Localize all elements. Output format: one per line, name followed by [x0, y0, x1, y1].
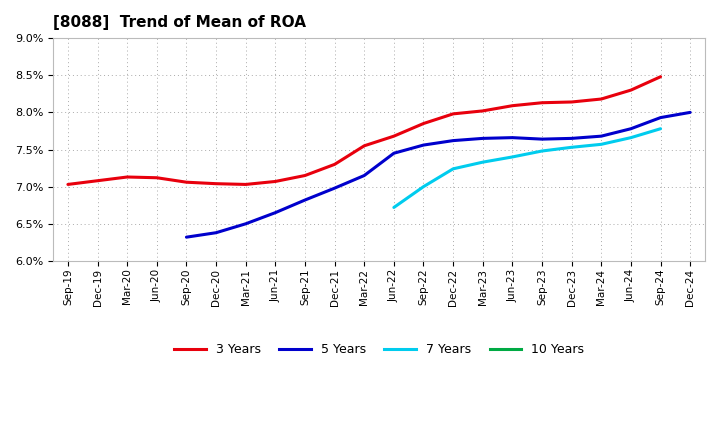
5 Years	[330, 186, 339, 191]
Line: 7 Years: 7 Years	[394, 129, 660, 207]
3 Years	[63, 182, 72, 187]
3 Years	[153, 175, 161, 180]
3 Years	[508, 103, 517, 108]
Text: [8088]  Trend of Mean of ROA: [8088] Trend of Mean of ROA	[53, 15, 306, 30]
5 Years	[449, 138, 457, 143]
7 Years	[508, 154, 517, 160]
3 Years	[390, 133, 398, 139]
3 Years	[449, 111, 457, 117]
5 Years	[182, 235, 191, 240]
3 Years	[419, 121, 428, 126]
Line: 3 Years: 3 Years	[68, 77, 660, 184]
3 Years	[271, 179, 279, 184]
5 Years	[390, 150, 398, 156]
3 Years	[360, 143, 369, 148]
3 Years	[182, 180, 191, 185]
7 Years	[479, 160, 487, 165]
7 Years	[567, 145, 576, 150]
7 Years	[597, 142, 606, 147]
Legend: 3 Years, 5 Years, 7 Years, 10 Years: 3 Years, 5 Years, 7 Years, 10 Years	[169, 338, 589, 362]
7 Years	[626, 135, 635, 140]
5 Years	[419, 143, 428, 148]
7 Years	[449, 166, 457, 172]
3 Years	[93, 178, 102, 183]
3 Years	[567, 99, 576, 105]
7 Years	[538, 148, 546, 154]
5 Years	[686, 110, 695, 115]
7 Years	[656, 126, 665, 132]
5 Years	[212, 230, 220, 235]
3 Years	[479, 108, 487, 114]
3 Years	[301, 173, 310, 178]
5 Years	[479, 136, 487, 141]
3 Years	[241, 182, 250, 187]
5 Years	[567, 136, 576, 141]
5 Years	[538, 136, 546, 142]
3 Years	[538, 100, 546, 105]
5 Years	[301, 198, 310, 203]
5 Years	[626, 126, 635, 132]
3 Years	[626, 88, 635, 93]
3 Years	[123, 174, 132, 180]
Line: 5 Years: 5 Years	[186, 112, 690, 237]
7 Years	[419, 184, 428, 189]
3 Years	[597, 96, 606, 102]
5 Years	[508, 135, 517, 140]
5 Years	[241, 221, 250, 227]
3 Years	[330, 162, 339, 167]
5 Years	[271, 210, 279, 215]
7 Years	[390, 205, 398, 210]
3 Years	[656, 74, 665, 79]
5 Years	[656, 115, 665, 120]
5 Years	[597, 133, 606, 139]
3 Years	[212, 181, 220, 186]
5 Years	[360, 173, 369, 178]
